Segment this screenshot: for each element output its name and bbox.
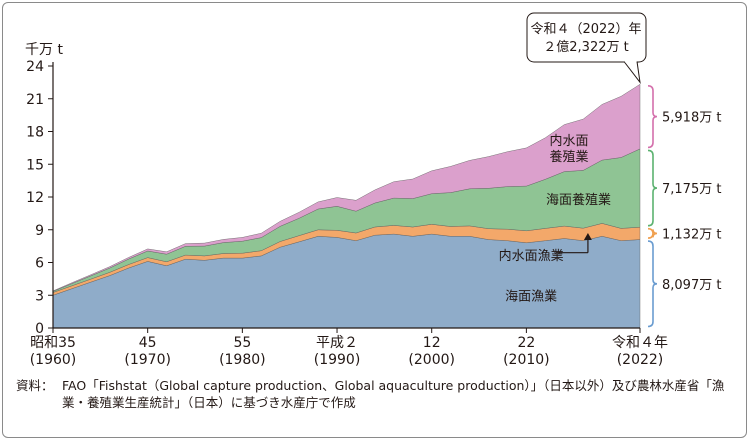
brace-marine_fishery [647, 240, 658, 328]
brace-marine_aquaculture [647, 149, 658, 227]
y-tick-label: 3 [35, 288, 44, 304]
right-label-inland_fishery: 1,132万 t [662, 227, 721, 242]
source-note: 資料： FAO「Fishstat（Global capture producti… [16, 377, 731, 411]
axes-layer: 千万 t03691215182124昭和35(1960)45(1970)55(1… [25, 42, 668, 368]
y-tick-label: 6 [35, 256, 44, 272]
x-tick-year: (2010) [503, 352, 550, 368]
right-label-inland_aquaculture: 5,918万 t [662, 111, 721, 126]
brace-inland_fishery [647, 227, 658, 239]
y-tick-label: 9 [35, 223, 44, 239]
area-label-inland_aquaculture: 養殖業 [549, 149, 588, 165]
y-tick-label: 18 [26, 125, 44, 141]
y-tick-label: 21 [26, 92, 44, 108]
x-tick-year: (1980) [219, 352, 266, 368]
area-label-inland_fishery: 内水面漁業 [499, 248, 564, 264]
y-unit-label: 千万 t [25, 42, 63, 58]
brace-inland_aquaculture [647, 84, 658, 149]
total-callout-pointer [623, 61, 641, 85]
area-inland_aquaculture [52, 83, 641, 292]
x-tick-label: 12 [423, 335, 441, 351]
x-tick-label: 45 [139, 335, 157, 351]
figure-frame [2, 2, 747, 438]
right-label-marine_aquaculture: 7,175万 t [662, 182, 721, 197]
source-prefix: 資料： [16, 378, 54, 393]
x-tick-year: (2000) [408, 352, 455, 368]
x-tick-label: 昭和35 [30, 335, 76, 351]
x-tick-year: (1990) [314, 352, 361, 368]
y-tick-label: 12 [26, 190, 44, 206]
x-tick-year: (1960) [30, 352, 77, 368]
source-text: FAO「Fishstat（Global capture production、G… [62, 378, 725, 410]
y-tick-label: 0 [35, 321, 44, 337]
area-layer [52, 83, 641, 329]
pointer-arrowhead [583, 233, 592, 241]
x-tick-label: 22 [517, 335, 535, 351]
area-label-inland_aquaculture: 内水面 [549, 133, 588, 149]
total-callout-text: 令和４（2022）年 [530, 22, 641, 37]
total-callout-text: ２億2,322万 t [543, 39, 628, 55]
x-tick-year: (2022) [617, 352, 664, 368]
right-label-marine_fishery: 8,097万 t [662, 278, 721, 293]
y-tick-label: 15 [26, 157, 44, 173]
area-label-marine_aquaculture: 海面養殖業 [546, 192, 611, 208]
x-tick-label: 令和４年 [612, 335, 668, 351]
x-tick-label: 55 [233, 335, 251, 351]
y-tick-label: 24 [26, 59, 44, 75]
total-callout-box [526, 12, 647, 63]
x-tick-label: 平成２ [316, 335, 358, 351]
area-label-marine_fishery: 海面漁業 [505, 288, 557, 304]
x-tick-year: (1970) [124, 352, 171, 368]
